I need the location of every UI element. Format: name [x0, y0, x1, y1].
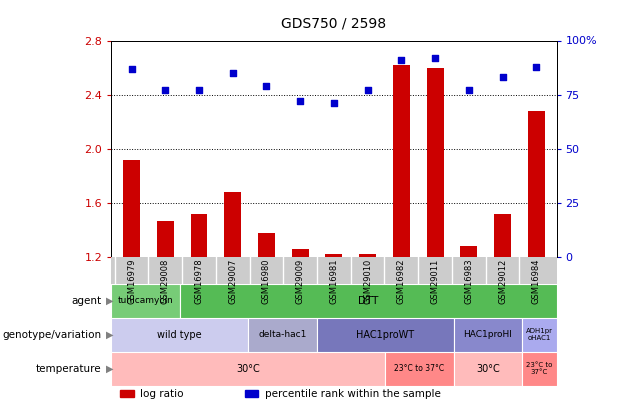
- Text: GSM29012: GSM29012: [498, 258, 507, 304]
- Text: GSM16978: GSM16978: [195, 258, 204, 304]
- Text: ▶: ▶: [106, 296, 114, 306]
- Text: wild type: wild type: [158, 330, 202, 340]
- Point: [160, 87, 170, 94]
- Bar: [528, 111, 544, 257]
- Bar: [326, 254, 342, 257]
- Text: GSM16979: GSM16979: [127, 258, 136, 304]
- Text: 30°C: 30°C: [476, 364, 500, 374]
- Text: ▶: ▶: [106, 364, 114, 374]
- Point: [531, 63, 541, 70]
- Text: agent: agent: [72, 296, 102, 306]
- Bar: [317, 318, 453, 352]
- Bar: [157, 221, 174, 257]
- Text: percentile rank within the sample: percentile rank within the sample: [265, 389, 441, 399]
- Bar: [292, 249, 308, 257]
- Point: [194, 87, 204, 94]
- Bar: [359, 254, 376, 257]
- Bar: [191, 214, 207, 257]
- Bar: [123, 160, 140, 257]
- Text: GSM29011: GSM29011: [431, 258, 439, 304]
- Bar: [427, 68, 443, 257]
- Bar: [258, 233, 275, 257]
- Text: temperature: temperature: [36, 364, 102, 374]
- Bar: [245, 390, 258, 397]
- Bar: [460, 246, 477, 257]
- Text: 23°C to
37°C: 23°C to 37°C: [526, 362, 553, 375]
- Text: GDS750 / 2598: GDS750 / 2598: [281, 16, 387, 30]
- Text: tunicamycin: tunicamycin: [118, 296, 174, 305]
- Text: GSM29010: GSM29010: [363, 258, 372, 304]
- Point: [295, 98, 305, 104]
- Text: GSM16984: GSM16984: [532, 258, 541, 304]
- Text: delta-hac1: delta-hac1: [258, 330, 307, 339]
- Text: log ratio: log ratio: [140, 389, 184, 399]
- Text: GSM29007: GSM29007: [228, 258, 237, 304]
- Bar: [225, 192, 241, 257]
- Text: GSM16982: GSM16982: [397, 258, 406, 304]
- Text: ADH1pr
oHAC1: ADH1pr oHAC1: [526, 328, 553, 341]
- Text: GSM16980: GSM16980: [262, 258, 271, 304]
- Bar: [453, 352, 522, 386]
- Text: genotype/variation: genotype/variation: [3, 330, 102, 340]
- Text: GSM16983: GSM16983: [464, 258, 473, 304]
- Bar: [248, 318, 317, 352]
- Text: 30°C: 30°C: [237, 364, 260, 374]
- Text: ▶: ▶: [106, 330, 114, 340]
- Point: [261, 83, 272, 89]
- Point: [329, 100, 339, 107]
- Point: [363, 87, 373, 94]
- Text: GSM29008: GSM29008: [161, 258, 170, 304]
- Bar: [111, 352, 385, 386]
- Point: [430, 55, 440, 61]
- Bar: [180, 284, 556, 318]
- Text: DTT: DTT: [358, 296, 378, 306]
- Text: 23°C to 37°C: 23°C to 37°C: [394, 364, 445, 373]
- Bar: [494, 214, 511, 257]
- Point: [228, 70, 238, 76]
- Bar: [393, 65, 410, 257]
- Point: [127, 66, 137, 72]
- Point: [497, 74, 508, 81]
- Bar: [522, 352, 556, 386]
- Bar: [385, 352, 453, 386]
- Text: HAC1proWT: HAC1proWT: [356, 330, 414, 340]
- Bar: [111, 318, 248, 352]
- Point: [396, 57, 406, 63]
- Text: GSM16981: GSM16981: [329, 258, 338, 304]
- Bar: [522, 318, 556, 352]
- Text: GSM29009: GSM29009: [296, 258, 305, 304]
- Bar: [453, 318, 522, 352]
- Bar: [111, 284, 180, 318]
- Bar: [120, 390, 134, 397]
- Point: [464, 87, 474, 94]
- Text: HAC1proHI: HAC1proHI: [464, 330, 513, 339]
